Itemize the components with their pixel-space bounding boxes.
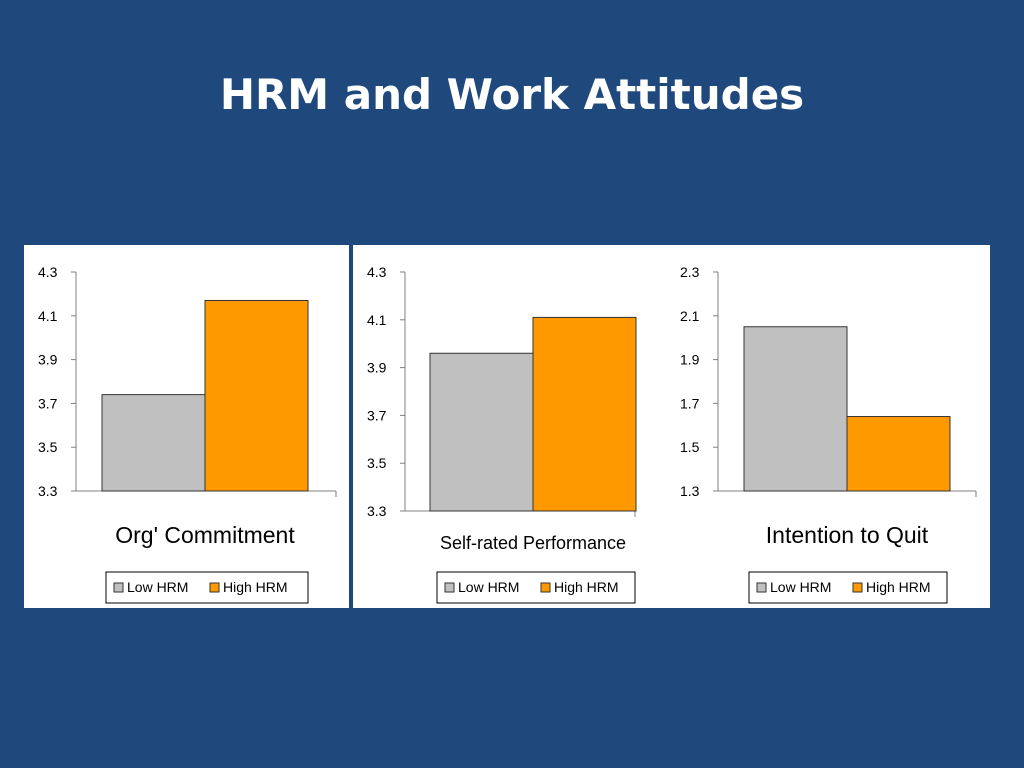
chart-1-legend-label-low-hrm: Low HRM bbox=[458, 579, 519, 595]
intention-to-quit-chart: 2.3 2.1 1.9 1.7 1.5 1.3 Intention to Quit Low H… bbox=[680, 264, 977, 604]
chart-0-legend-swatch-high-hrm bbox=[209, 582, 220, 593]
org-commitment-chart: 4.3 4.1 3.9 3.7 3.5 3.3 Org' Commitment Low HRM… bbox=[38, 264, 337, 604]
chart-0-y-tick-label: 3.7 bbox=[38, 395, 58, 411]
chart-0-bar-low-hrm bbox=[101, 394, 206, 492]
slide-title: HRM and Work Attitudes bbox=[219, 70, 805, 119]
chart-0-y-tick-label: 3.5 bbox=[38, 439, 58, 455]
chart-2-bar-low-hrm bbox=[743, 326, 848, 492]
chart-2-title: Intention to Quit bbox=[766, 522, 929, 548]
chart-2-y-tick-label: 1.9 bbox=[680, 352, 700, 368]
chart-0-y-tick-label: 4.3 bbox=[38, 264, 58, 280]
chart-2-legend-label-low-hrm: Low HRM bbox=[770, 579, 831, 595]
chart-1-bar-high-hrm bbox=[532, 316, 637, 512]
chart-0-y-tick-label: 3.3 bbox=[38, 483, 58, 499]
chart-0-legend-label-high-hrm: High HRM bbox=[223, 579, 288, 595]
chart-2-y-tick-label: 1.5 bbox=[680, 439, 700, 455]
chart-2-bar-high-hrm bbox=[846, 416, 951, 492]
chart-0-bar-high-hrm bbox=[204, 299, 309, 492]
chart-2-legend-swatch-low-hrm bbox=[756, 582, 767, 593]
chart-1-title: Self-rated Performance bbox=[440, 533, 626, 553]
chart-0-title: Org' Commitment bbox=[115, 522, 295, 548]
self-rated-performance-chart: 4.3 4.1 3.9 3.7 3.5 3.3 Self-rated Performance… bbox=[367, 264, 637, 604]
chart-1-y-tick-label: 4.1 bbox=[367, 312, 387, 328]
chart-0-legend-box bbox=[105, 571, 309, 604]
chart-1-y-tick-label: 3.5 bbox=[367, 455, 387, 471]
chart-2-legend-swatch-high-hrm bbox=[852, 582, 863, 593]
chart-panel-org-commitment: 4.3 4.1 3.9 3.7 3.5 3.3 Org' Commitment Low HRM… bbox=[24, 245, 349, 608]
chart-1-y-tick-label: 3.9 bbox=[367, 360, 387, 376]
chart-2-y-tick-label: 1.7 bbox=[680, 395, 700, 411]
chart-2-y-tick-label: 2.1 bbox=[680, 308, 700, 324]
chart-2-y-tick-label: 2.3 bbox=[680, 264, 700, 280]
chart-1-y-tick-label: 3.3 bbox=[367, 503, 387, 519]
chart-0-legend-label-low-hrm: Low HRM bbox=[127, 579, 188, 595]
chart-0-y-tick-label: 3.9 bbox=[38, 352, 58, 368]
chart-1-legend-swatch-low-hrm bbox=[444, 582, 455, 593]
chart-1-legend-box bbox=[436, 571, 636, 604]
chart-2-y-tick-label: 1.3 bbox=[680, 483, 700, 499]
chart-panel-right: 4.3 4.1 3.9 3.7 3.5 3.3 Self-rated Performance… bbox=[353, 245, 990, 608]
chart-0-legend-swatch-low-hrm bbox=[113, 582, 124, 593]
chart-1-legend-label-high-hrm: High HRM bbox=[554, 579, 619, 595]
chart-1-y-tick-label: 3.7 bbox=[367, 407, 387, 423]
chart-2-legend-label-high-hrm: High HRM bbox=[866, 579, 931, 595]
chart-0-y-tick-label: 4.1 bbox=[38, 308, 58, 324]
chart-1-y-tick-label: 4.3 bbox=[367, 264, 387, 280]
chart-2-legend-box bbox=[748, 571, 948, 604]
chart-1-bar-low-hrm bbox=[429, 352, 534, 512]
chart-1-legend-swatch-high-hrm bbox=[540, 582, 551, 593]
